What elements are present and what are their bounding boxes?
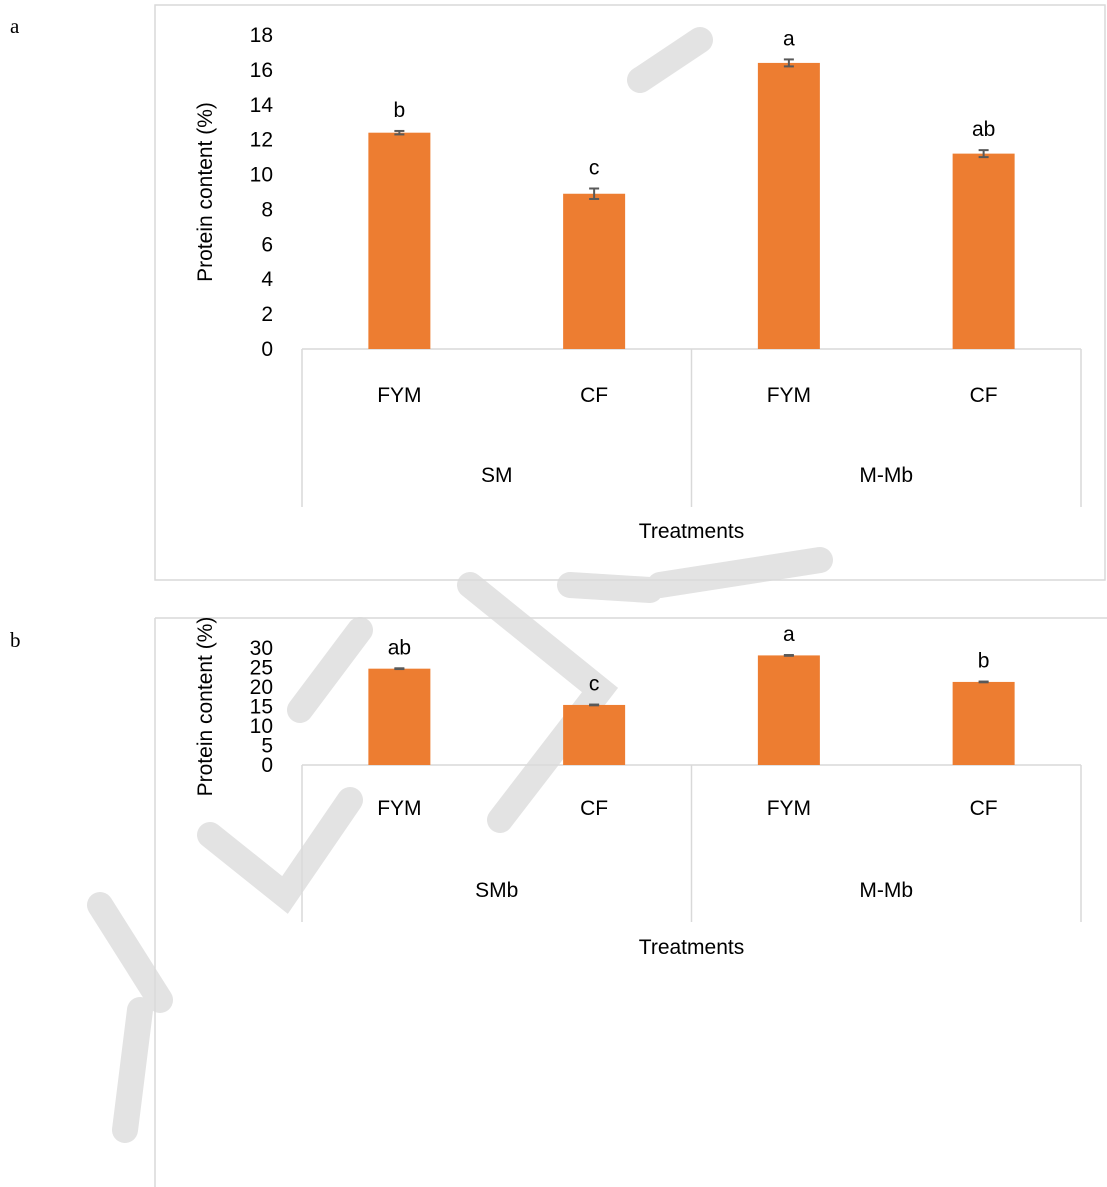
x-category-label: FYM — [767, 797, 811, 820]
x-group-label: M-Mb — [859, 464, 913, 487]
panel-letter-a: a — [10, 14, 20, 38]
bar — [563, 193, 626, 349]
y-tick-label: 12 — [250, 129, 273, 152]
bar — [952, 681, 1015, 765]
y-tick-label: 4 — [261, 268, 273, 291]
y-tick-label: 6 — [261, 233, 273, 256]
bar — [368, 668, 431, 765]
x-axis-title: Treatments — [639, 520, 744, 543]
y-tick-label: 18 — [250, 24, 273, 47]
x-category-label: FYM — [767, 384, 811, 407]
y-tick-label: 25 — [250, 657, 273, 680]
bar-significance-label: b — [394, 99, 406, 122]
chart-a-frame — [154, 4, 1106, 581]
bar — [757, 655, 820, 765]
bar-significance-label: c — [589, 157, 600, 180]
bar-significance-label: c — [589, 673, 600, 696]
y-axis-title: Protein content (%) — [194, 617, 217, 797]
y-tick-label: 2 — [261, 303, 273, 326]
y-tick-label: 0 — [261, 754, 273, 777]
x-category-label: FYM — [377, 797, 421, 820]
y-tick-label: 30 — [250, 637, 273, 660]
y-tick-label: 10 — [250, 164, 273, 187]
y-tick-label: 8 — [261, 198, 273, 221]
x-category-label: CF — [970, 797, 998, 820]
y-tick-label: 20 — [250, 676, 273, 699]
y-tick-label: 0 — [261, 338, 273, 361]
x-axis-title: Treatments — [639, 936, 744, 959]
x-category-label: FYM — [377, 384, 421, 407]
bar — [368, 132, 431, 349]
x-group-label: SMb — [475, 879, 518, 902]
y-tick-label: 15 — [250, 696, 273, 719]
bar-significance-label: ab — [388, 636, 411, 659]
y-axis-title: Protein content (%) — [194, 102, 217, 282]
y-tick-label: 10 — [250, 715, 273, 738]
x-category-label: CF — [970, 384, 998, 407]
y-tick-label: 14 — [250, 94, 274, 117]
bar-significance-label: b — [978, 650, 990, 673]
bar-significance-label: a — [783, 27, 795, 50]
x-group-label: M-Mb — [859, 879, 913, 902]
x-group-label: SM — [481, 464, 513, 487]
bar — [757, 62, 820, 350]
bar — [563, 704, 626, 765]
panel-letter-b: b — [10, 628, 21, 652]
bar-significance-label: a — [783, 623, 795, 646]
bar-significance-label: ab — [972, 118, 995, 141]
bar — [952, 153, 1015, 349]
y-tick-label: 16 — [250, 59, 273, 82]
y-tick-label: 5 — [261, 735, 273, 758]
x-category-label: CF — [580, 384, 608, 407]
x-category-label: CF — [580, 797, 608, 820]
